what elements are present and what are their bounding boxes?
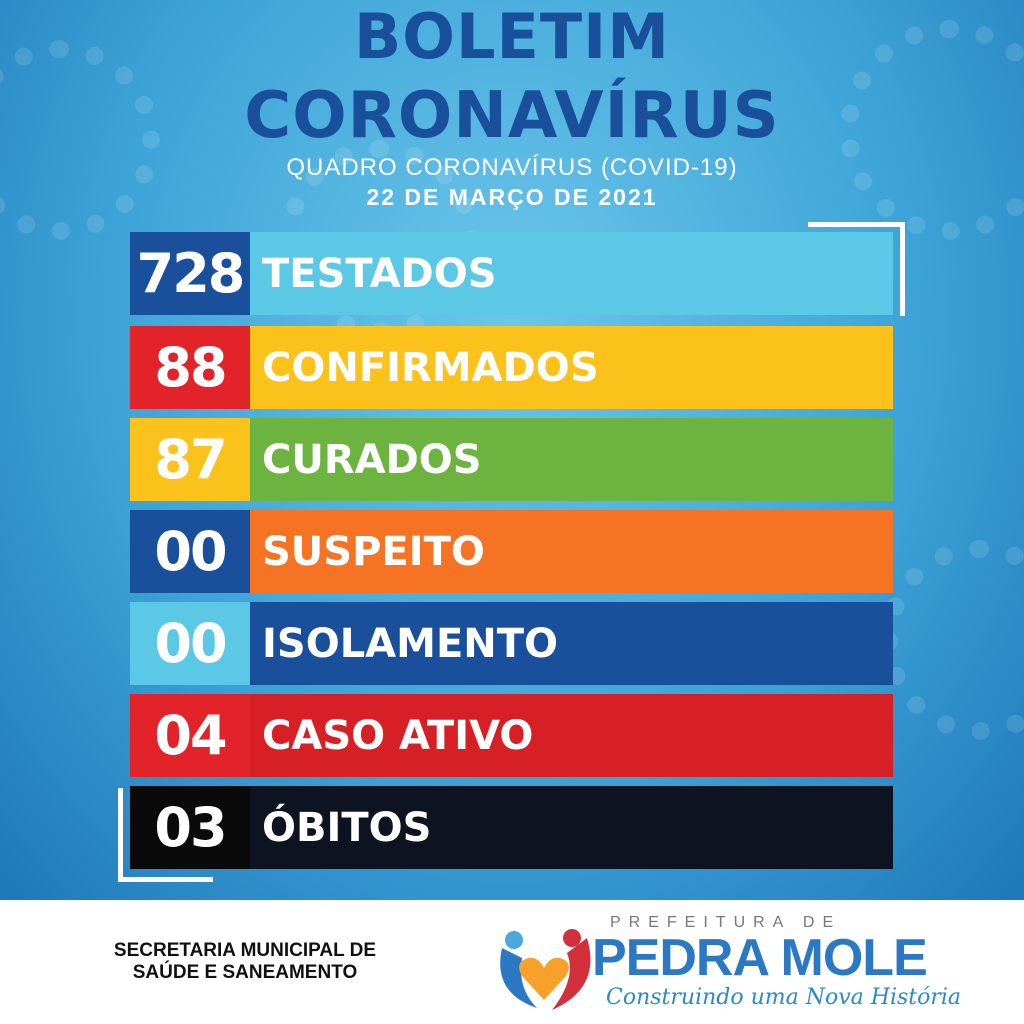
stat-value: 03: [130, 786, 250, 869]
stat-label: SUSPEITO: [250, 510, 893, 593]
stat-label: CONFIRMADOS: [250, 326, 893, 409]
stat-label: TESTADOS: [250, 232, 893, 315]
corner-bracket: [118, 788, 213, 882]
logo-slogan: Construindo uma Nova História: [606, 985, 962, 1010]
corner-bracket: [808, 222, 905, 316]
stat-value: 00: [130, 510, 250, 593]
logo-name: PEDRA MOLE: [592, 929, 928, 987]
stat-value: 728: [130, 232, 250, 315]
stat-label: CASO ATIVO: [250, 694, 893, 777]
secretaria-line2: SAÚDE E SANEAMENTO: [132, 962, 358, 983]
stat-value: 00: [130, 602, 250, 685]
stat-value: 04: [130, 694, 250, 777]
title-line2: CORONAVÍRUS: [244, 79, 780, 153]
stat-label: CURADOS: [250, 418, 893, 501]
stat-row-óbitos: 03 ÓBITOS: [130, 786, 893, 869]
stat-row-caso-ativo: 04 CASO ATIVO: [130, 694, 893, 777]
stat-label: ÓBITOS: [250, 786, 893, 869]
stat-row-curados: 87 CURADOS: [130, 418, 893, 501]
secretaria-line1: SECRETARIA MUNICIPAL DE: [113, 940, 377, 961]
stat-label: ISOLAMENTO: [250, 602, 893, 685]
bulletin-date: 22 DE MARÇO DE 2021: [366, 184, 658, 210]
pedra-mole-logo-icon: [500, 929, 591, 1010]
virus-decoration: [880, 540, 1024, 740]
secretaria-label: SECRETARIA MUNICIPAL DE SAÚDE E SANEAMEN…: [90, 940, 400, 984]
stat-row-testados: 728 TESTADOS: [130, 232, 893, 315]
stat-row-suspeito: 00 SUSPEITO: [130, 510, 893, 593]
stat-row-confirmados: 88 CONFIRMADOS: [130, 326, 893, 409]
stat-value: 87: [130, 418, 250, 501]
subtitle: QUADRO CORONAVÍRUS (COVID-19): [286, 154, 738, 181]
title-line1: BOLETIM: [354, 0, 670, 73]
logo-prefix: PREFEITURA DE: [610, 914, 842, 931]
stat-row-isolamento: 00 ISOLAMENTO: [130, 602, 893, 685]
stat-value: 88: [130, 326, 250, 409]
